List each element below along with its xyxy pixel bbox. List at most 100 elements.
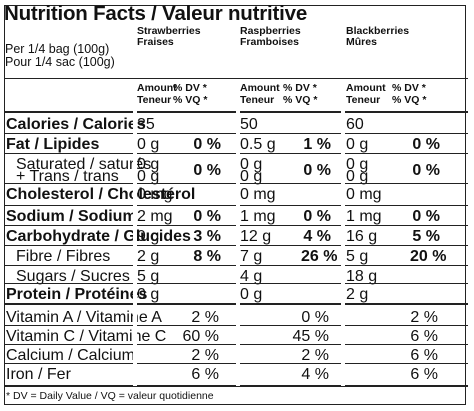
unit-dv-2: % DV *% VQ *	[392, 82, 427, 106]
vitamin-dv: 6 %	[410, 366, 438, 383]
nutrient-name: Fat / Lipides	[6, 136, 100, 153]
nutrient-amount: 0 g	[240, 156, 263, 173]
bottom-rule	[5, 385, 468, 387]
nutrient-amount: 7 g	[240, 248, 263, 265]
serving-size: Per 1/4 bag (100g) Pour 1/4 sac (100g)	[5, 43, 115, 69]
column-gap	[133, 79, 137, 386]
vq-label: % VQ *	[173, 93, 208, 106]
column-gap	[236, 79, 240, 386]
nutrient-amount: 12 g	[240, 228, 272, 245]
unit-dv-1: % DV *% VQ *	[283, 82, 318, 106]
product-header-1: Raspberries Framboises	[240, 26, 301, 48]
unit-amount-2: Amount Teneur	[346, 82, 386, 106]
nutrient-amount: 16 g	[346, 228, 378, 245]
nutrient-amount: 0 g	[240, 286, 263, 303]
nutrient-dv: 0 %	[303, 162, 331, 179]
vitamin-name: Iron / Fer	[6, 366, 71, 383]
amount-label: Amount	[346, 82, 386, 94]
teneur-label: Teneur	[240, 93, 275, 106]
nutrient-dv: 0 %	[193, 208, 221, 225]
nutrient-dv: 4 %	[303, 228, 331, 245]
vitamin-dv: 45 %	[292, 328, 329, 345]
nutrient-amount: 0 g	[346, 136, 369, 153]
product-header-0: Strawberries Fraises	[137, 26, 201, 48]
nutrient-name: Fibre / Fibres	[16, 248, 111, 265]
product-name-en: Blackberries	[346, 25, 410, 37]
vitamin-name: Vitamin A / Vitamine A	[6, 309, 162, 326]
vitamin-dv: 60 %	[182, 328, 219, 345]
serving-en: Per 1/4 bag (100g)	[5, 42, 110, 56]
nutrient-dv: 0 %	[193, 136, 221, 153]
vq-label: % VQ *	[283, 93, 318, 106]
nutrient-amount-secondary: 0 g	[346, 168, 369, 185]
product-name-fr: Framboises	[240, 36, 299, 48]
nutrient-amount: 1 mg	[240, 208, 276, 225]
product-name-en: Strawberries	[137, 25, 201, 37]
nutrient-amount-secondary: 0 g	[240, 168, 263, 185]
nutrient-amount: 35	[137, 116, 155, 133]
unit-dv-0: % DV *% VQ *	[173, 82, 208, 106]
nutrient-name: Carbohydrate / Glucides	[6, 228, 191, 245]
column-gap	[341, 79, 345, 386]
label-title: Nutrition Facts / Valeur nutritive	[4, 2, 308, 25]
nutrient-name: Sugars / Sucres	[16, 268, 130, 285]
product-name-en: Raspberries	[240, 25, 301, 37]
nutrient-amount: 0 mg	[240, 186, 276, 203]
dv-label: % DV *	[173, 82, 207, 94]
nutrient-dv: 1 %	[303, 136, 331, 153]
nutrient-amount: 0 g	[137, 136, 160, 153]
nutrient-dv: 0 %	[412, 136, 440, 153]
teneur-label: Teneur	[346, 93, 381, 106]
nutrient-dv: 3 %	[193, 228, 221, 245]
vitamin-name: Vitamin C / Vitamine C	[6, 328, 167, 345]
nutrient-name: Calories / Calories	[6, 116, 146, 133]
nutrient-amount: 0 mg	[137, 186, 173, 203]
nutrient-amount: 50	[240, 116, 258, 133]
amount-label: Amount	[137, 82, 177, 94]
dv-label: % DV *	[392, 82, 426, 94]
nutrient-amount: 0 g	[137, 156, 160, 173]
teneur-label: Teneur	[137, 93, 172, 106]
nutrient-dv: 0 %	[412, 162, 440, 179]
vitamin-dv: 6 %	[191, 366, 219, 383]
nutrient-amount: 0.5 g	[240, 136, 276, 153]
nutrient-amount: 5 g	[346, 248, 369, 265]
nutrient-amount: 5 g	[137, 268, 160, 285]
nutrient-name: Protein / Protéines	[6, 286, 148, 303]
nutrient-name-secondary: + Trans / trans	[16, 168, 119, 185]
dv-label: % DV *	[283, 82, 317, 94]
nutrient-dv: 5 %	[412, 228, 440, 245]
nutrient-amount: 0 g	[346, 156, 369, 173]
vitamin-dv: 6 %	[410, 328, 438, 345]
nutrient-dv: 0 %	[412, 208, 440, 225]
nutrient-amount: 1 mg	[346, 208, 382, 225]
unit-amount-1: Amount Teneur	[240, 82, 280, 106]
nutrient-dv: 26 %	[301, 248, 338, 265]
nutrient-amount: 4 g	[240, 268, 263, 285]
nutrient-amount: 2 g	[346, 286, 369, 303]
amount-label: Amount	[240, 82, 280, 94]
vitamin-dv: 6 %	[410, 347, 438, 364]
nutrient-name: Saturated / saturés	[16, 156, 152, 173]
vitamin-name: Calcium / Calcium	[6, 347, 135, 364]
product-name-fr: Fraises	[137, 36, 174, 48]
vitamin-dv: 4 %	[301, 366, 329, 383]
product-name-fr: Mûres	[346, 36, 377, 48]
thick-rule	[5, 78, 468, 79]
unit-amount-0: Amount Teneur	[137, 82, 177, 106]
nutrient-name: Sodium / Sodium	[6, 208, 137, 225]
nutrient-name: Cholesterol / Cholestérol	[6, 186, 196, 203]
nutrient-amount: 2 mg	[137, 208, 173, 225]
nutrient-amount: 0 mg	[346, 186, 382, 203]
nutrient-dv: 0 %	[193, 162, 221, 179]
vitamin-dv: 0 %	[301, 309, 329, 326]
vq-label: % VQ *	[392, 93, 427, 106]
vitamin-dv: 2 %	[191, 347, 219, 364]
nutrient-amount: 60	[346, 116, 364, 133]
nutrient-amount-secondary: 0 g	[137, 168, 160, 185]
vitamin-dv: 2 %	[301, 347, 329, 364]
nutrient-dv: 0 %	[303, 208, 331, 225]
nutrient-amount: 9 g	[137, 228, 160, 245]
nutrient-amount: 18 g	[346, 268, 378, 285]
nutrient-dv: 20 %	[410, 248, 447, 265]
